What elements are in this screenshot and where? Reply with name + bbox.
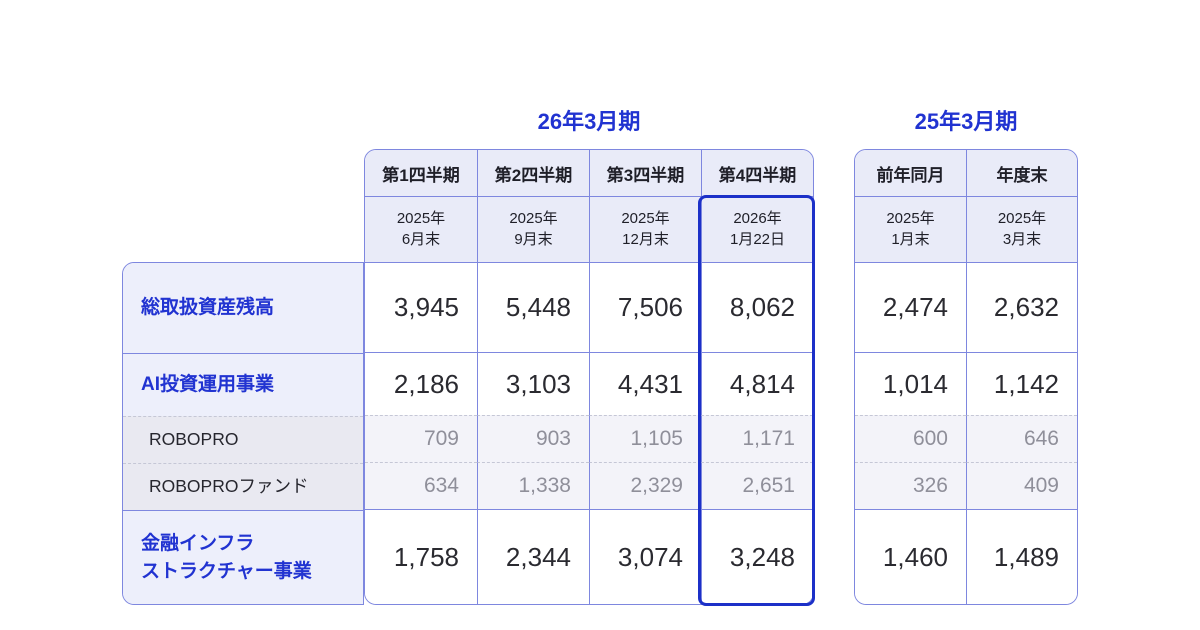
date-header-q3: 2025年 12月末 <box>589 196 701 262</box>
value-total-assets-q3: 7,506 <box>589 262 701 352</box>
date-header-q2: 2025年 9月末 <box>477 196 589 262</box>
value-robopro-fund-q4: 2,651 <box>701 462 813 509</box>
row-label-ai-investment-business: AI投資運用事業 <box>123 353 363 416</box>
value-total-assets-q2: 5,448 <box>477 262 589 352</box>
date-header-prev-year: 2025年 1月末 <box>855 196 966 262</box>
value-ai-business-yend: 1,142 <box>966 352 1077 415</box>
value-ai-business-q1: 2,186 <box>365 352 477 415</box>
value-fin-infra-q3: 3,074 <box>589 509 701 604</box>
fy2026-quarterly-table: 第1四半期 第2四半期 第3四半期 第4四半期 2025年 6月末 2025年 … <box>364 149 814 605</box>
column-header-q3: 第3四半期 <box>589 150 701 196</box>
date-header-q4: 2026年 1月22日 <box>701 196 813 262</box>
date-header-q1: 2025年 6月末 <box>365 196 477 262</box>
value-robopro-prev: 600 <box>855 415 966 462</box>
value-total-assets-yend: 2,632 <box>966 262 1077 352</box>
column-header-q2: 第2四半期 <box>477 150 589 196</box>
value-fin-infra-q4: 3,248 <box>701 509 813 604</box>
value-fin-infra-q1: 1,758 <box>365 509 477 604</box>
value-ai-business-prev: 1,014 <box>855 352 966 415</box>
value-total-assets-q1: 3,945 <box>365 262 477 352</box>
date-header-year-end: 2025年 3月末 <box>966 196 1077 262</box>
column-header-fiscal-year-end: 年度末 <box>966 150 1077 196</box>
value-robopro-q1: 709 <box>365 415 477 462</box>
fiscal-year-title-fy2025: 25年3月期 <box>914 109 1018 134</box>
value-robopro-fund-q3: 2,329 <box>589 462 701 509</box>
column-header-q1: 第1四半期 <box>365 150 477 196</box>
value-ai-business-q4: 4,814 <box>701 352 813 415</box>
value-robopro-fund-q1: 634 <box>365 462 477 509</box>
value-fin-infra-q2: 2,344 <box>477 509 589 604</box>
value-total-assets-prev: 2,474 <box>855 262 966 352</box>
value-robopro-fund-prev: 326 <box>855 462 966 509</box>
row-label-total-assets: 総取扱資産残高 <box>123 263 363 353</box>
value-total-assets-q4: 8,062 <box>701 262 813 352</box>
value-robopro-fund-q2: 1,338 <box>477 462 589 509</box>
value-fin-infra-prev: 1,460 <box>855 509 966 604</box>
row-label-column: 総取扱資産残高 AI投資運用事業 ROBOPRO ROBOPROファンド 金融イ… <box>122 262 364 605</box>
fiscal-year-title-fy2026: 26年3月期 <box>537 109 641 134</box>
value-fin-infra-yend: 1,489 <box>966 509 1077 604</box>
column-header-q4: 第4四半期 <box>701 150 813 196</box>
row-label-financial-infrastructure: 金融インフラ ストラクチャー事業 <box>123 510 363 604</box>
value-robopro-q4: 1,171 <box>701 415 813 462</box>
fy2025-reference-table: 前年同月 年度末 2025年 1月末 2025年 3月末 2,474 2,632… <box>854 149 1078 605</box>
row-label-robopro-fund: ROBOPROファンド <box>123 463 363 510</box>
row-label-robopro: ROBOPRO <box>123 416 363 463</box>
column-header-prev-year-same-month: 前年同月 <box>855 150 966 196</box>
value-ai-business-q3: 4,431 <box>589 352 701 415</box>
value-ai-business-q2: 3,103 <box>477 352 589 415</box>
value-robopro-q3: 1,105 <box>589 415 701 462</box>
value-robopro-yend: 646 <box>966 415 1077 462</box>
value-robopro-q2: 903 <box>477 415 589 462</box>
value-robopro-fund-yend: 409 <box>966 462 1077 509</box>
